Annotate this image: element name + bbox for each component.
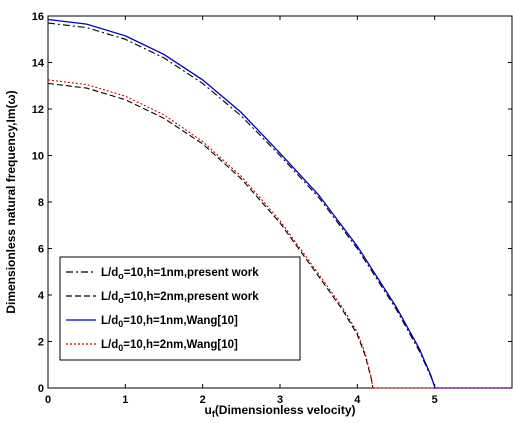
y-axis-label: Dimensionless natural frequency,Im(ω) bbox=[4, 90, 18, 313]
x-tick-label: 5 bbox=[432, 394, 438, 406]
legend-label-1: L/do=10,h=1nm,present work bbox=[101, 267, 259, 281]
x-tick-label: 2 bbox=[200, 394, 206, 406]
y-tick-label: 14 bbox=[32, 58, 45, 70]
y-tick-label: 0 bbox=[38, 383, 44, 395]
legend-label-2: L/do=10,h=2nm,present work bbox=[101, 291, 259, 305]
series-line-4 bbox=[47, 79, 512, 389]
y-tick-label: 16 bbox=[32, 11, 44, 23]
legend-label-3: L/d0=10,h=1nm,Wang[10] bbox=[101, 315, 238, 329]
y-tick-label: 2 bbox=[38, 337, 44, 349]
y-tick-label: 4 bbox=[38, 290, 45, 302]
y-tick-label: 12 bbox=[32, 104, 44, 116]
x-tick-label: 3 bbox=[277, 394, 283, 406]
legend-items: L/do=10,h=1nm,present work L/do=10,h=2nm,… bbox=[66, 267, 259, 353]
y-tick-label: 10 bbox=[32, 151, 44, 163]
x-tick-label: 4 bbox=[354, 394, 361, 406]
series-line-2 bbox=[47, 82, 512, 389]
legend-box bbox=[59, 256, 301, 361]
legend-label-4: L/d0=10,h=2nm,Wang[10] bbox=[101, 339, 238, 353]
y-tick-label: 6 bbox=[38, 244, 44, 256]
x-tick-label: 0 bbox=[45, 394, 51, 406]
y-tick-label: 8 bbox=[38, 197, 44, 209]
series-layer bbox=[47, 18, 512, 389]
x-tick-label: 1 bbox=[122, 394, 128, 406]
series-line-3 bbox=[47, 18, 512, 389]
legend: L/do=10,h=1nm,present work L/do=10,h=2nm,… bbox=[59, 256, 301, 361]
x-axis-label: uf(Dimensionless velocity) bbox=[204, 403, 355, 419]
